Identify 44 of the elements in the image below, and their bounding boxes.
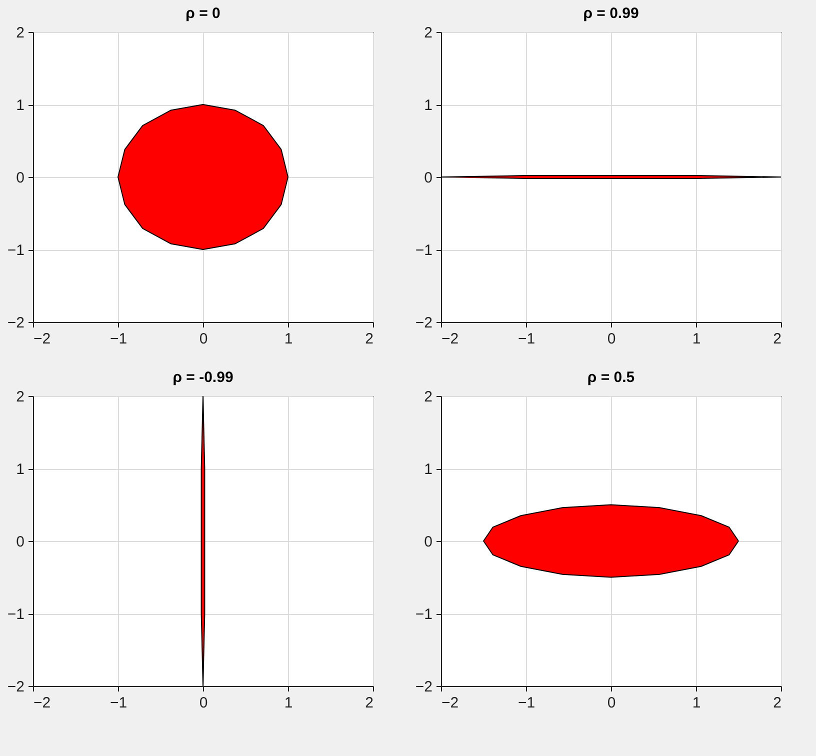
y-tick-label: −2 bbox=[7, 314, 24, 332]
chart-title: ρ = 0.5 bbox=[587, 369, 635, 386]
y-tick-label: −2 bbox=[7, 678, 24, 696]
y-tick-label: −2 bbox=[415, 314, 432, 332]
y-tick-label: 1 bbox=[16, 97, 24, 114]
x-tick-label: 0 bbox=[199, 694, 208, 712]
x-tick-label: −1 bbox=[110, 330, 128, 348]
y-tick-label: 2 bbox=[16, 388, 24, 406]
chart-title: ρ = 0 bbox=[186, 5, 220, 22]
y-tick-label: −2 bbox=[415, 678, 432, 696]
x-tick-label: 2 bbox=[773, 694, 782, 712]
y-tick-label: −1 bbox=[415, 242, 432, 259]
y-tick-label: 2 bbox=[424, 24, 432, 42]
x-tick-label: 1 bbox=[692, 694, 701, 712]
x-tick-label: −2 bbox=[442, 694, 459, 712]
y-tick-label: 1 bbox=[424, 97, 432, 114]
chart-title: ρ = -0.99 bbox=[172, 369, 234, 386]
y-tick-label: 1 bbox=[16, 461, 24, 478]
x-tick-label: 2 bbox=[365, 330, 374, 348]
y-tick-label: 1 bbox=[424, 461, 432, 478]
x-tick-label: −1 bbox=[518, 694, 536, 712]
x-tick-label: 1 bbox=[284, 694, 293, 712]
x-tick-label: 1 bbox=[692, 330, 701, 348]
y-tick-label: 0 bbox=[424, 534, 432, 550]
x-tick-label: −1 bbox=[518, 330, 536, 348]
x-tick-label: −2 bbox=[34, 330, 51, 348]
y-tick-label: −1 bbox=[7, 242, 24, 259]
x-tick-label: 2 bbox=[773, 330, 782, 348]
x-tick-label: 0 bbox=[607, 330, 616, 348]
x-tick-label: −1 bbox=[110, 694, 128, 712]
x-tick-label: 2 bbox=[365, 694, 374, 712]
x-tick-label: −2 bbox=[34, 694, 51, 712]
y-tick-label: −1 bbox=[7, 606, 24, 623]
x-tick-label: 1 bbox=[284, 330, 293, 348]
y-tick-label: 2 bbox=[424, 388, 432, 406]
y-tick-label: −1 bbox=[415, 606, 432, 623]
x-tick-label: −2 bbox=[442, 330, 459, 348]
chart-title: ρ = 0.99 bbox=[583, 5, 639, 22]
y-tick-label: 0 bbox=[16, 170, 24, 186]
x-tick-label: 0 bbox=[607, 694, 616, 712]
y-tick-label: 0 bbox=[16, 534, 24, 550]
x-tick-label: 0 bbox=[199, 330, 208, 348]
y-tick-label: 2 bbox=[16, 24, 24, 42]
y-tick-label: 0 bbox=[424, 170, 432, 186]
